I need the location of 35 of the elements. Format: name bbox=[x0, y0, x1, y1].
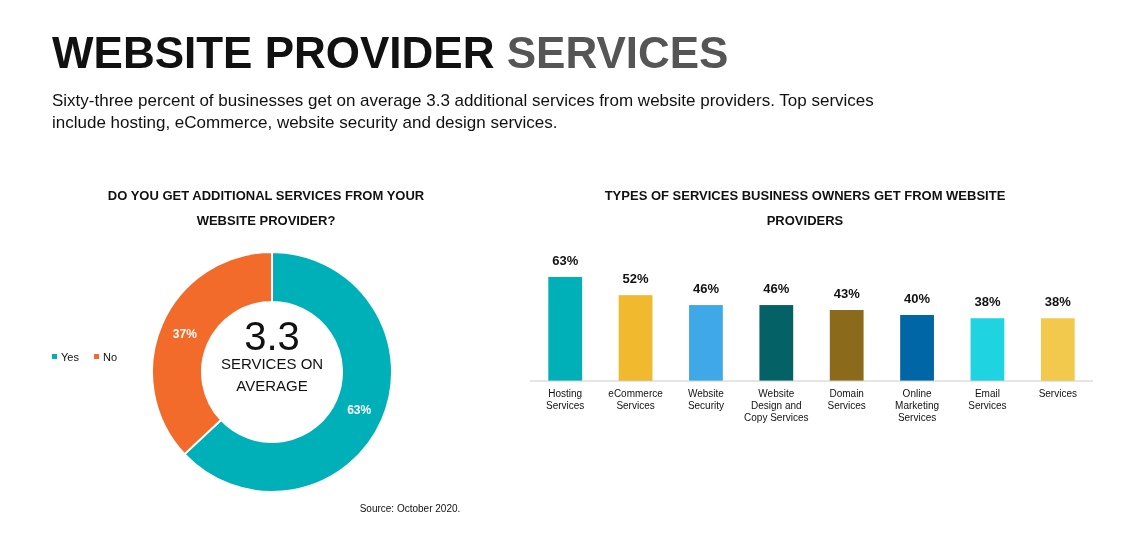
x-tick-label: Domain Services bbox=[827, 388, 866, 411]
text: Sixty-three percent of businesses get on average 3.3 additional services from website providers. Top services include hosting, eCommerce, website security and design services. bbox=[52, 91, 874, 132]
bar bbox=[1040, 318, 1075, 381]
bar bbox=[829, 310, 864, 381]
text: SERVICES ON AVERAGE bbox=[220, 355, 324, 395]
data-label: 43% bbox=[833, 286, 861, 302]
data-label: 46% bbox=[692, 281, 720, 297]
chart-title: TYPES OF SERVICES BUSINESS OWNERS GET FROM WEBSITE PROVIDERS bbox=[604, 188, 1006, 228]
data-label: 63% bbox=[347, 402, 372, 417]
data-label: 63% bbox=[552, 253, 579, 268]
x-tick-label: Online Marketing Services bbox=[895, 388, 940, 423]
legend-label: Yes bbox=[61, 351, 80, 364]
x-tick-label: Hosting Services bbox=[546, 388, 585, 411]
text: WEBSITE PROVIDER SERVICES bbox=[52, 28, 729, 77]
x-tick-label: Website Design and Copy Services bbox=[744, 388, 809, 423]
chart-title: DO YOU GET ADDITIONAL SERVICES FROM YOUR WEBSITE PROVIDER? bbox=[107, 188, 425, 228]
x-tick-label: Services bbox=[1038, 388, 1077, 399]
data-label: 38% bbox=[1044, 294, 1072, 310]
bar bbox=[900, 314, 934, 381]
bar bbox=[970, 318, 1005, 381]
bar bbox=[548, 277, 583, 381]
data-label: 40% bbox=[904, 290, 931, 306]
x-tick-label: Website Security bbox=[687, 388, 725, 411]
source-note: Source: October 2020. bbox=[359, 503, 461, 514]
bar bbox=[618, 295, 653, 381]
data-label: 38% bbox=[974, 294, 1001, 310]
bar bbox=[759, 305, 794, 381]
data-label: 52% bbox=[622, 271, 650, 287]
data-label: 37% bbox=[172, 327, 198, 342]
x-tick-label: Email Services bbox=[968, 388, 1007, 411]
text: 3.3 bbox=[244, 314, 300, 358]
x-tick-label: eCommerce Services bbox=[608, 388, 664, 411]
bar bbox=[689, 305, 723, 381]
data-label: 46% bbox=[763, 281, 790, 297]
legend-label: No bbox=[103, 351, 118, 364]
